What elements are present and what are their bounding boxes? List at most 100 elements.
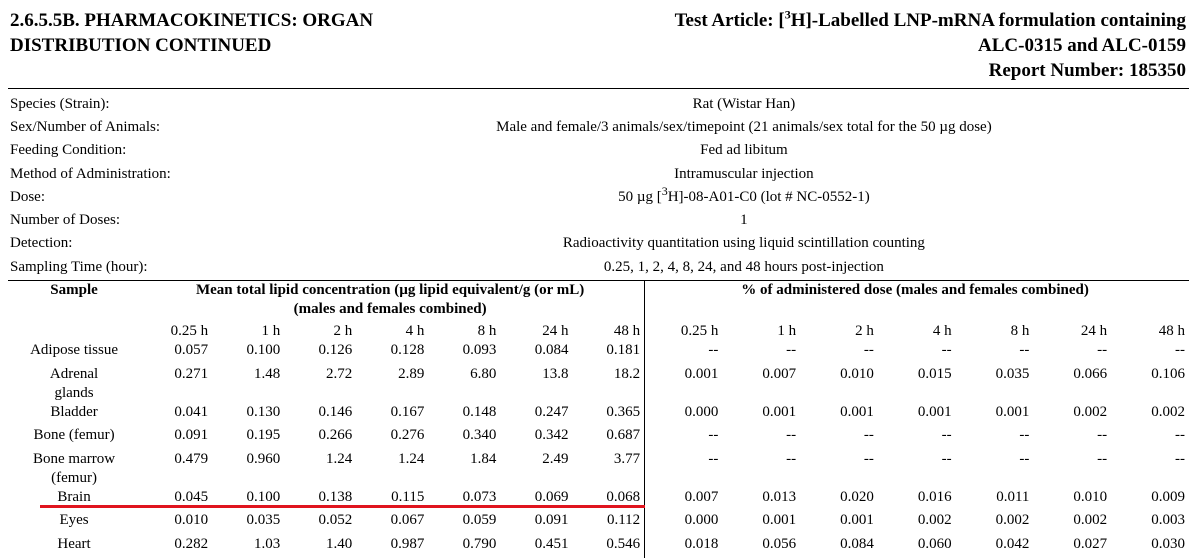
info-label: Dose: <box>10 185 299 208</box>
text: Mean total lipid concentration (µg lipid… <box>140 281 640 300</box>
cell: -- <box>1111 341 1189 365</box>
sample-name: Adipose tissue <box>8 341 140 365</box>
cell: 0.091 <box>500 511 572 535</box>
cell: -- <box>722 426 800 450</box>
time-label: 1 h <box>212 319 284 341</box>
info-value: Rat (Wistar Han) <box>299 92 1189 115</box>
cell: 0.067 <box>356 511 428 535</box>
cell: 0.001 <box>722 511 800 535</box>
info-row: Number of Doses:1 <box>10 208 1189 231</box>
info-label: Method of Administration: <box>10 162 299 185</box>
cell: 0.000 <box>645 403 723 427</box>
cell: 0.084 <box>800 535 878 558</box>
cell: 0.027 <box>1033 535 1111 558</box>
cell: 0.100 <box>212 341 284 365</box>
cell: -- <box>1033 450 1111 488</box>
cell: -- <box>800 426 878 450</box>
cell: 1.84 <box>428 450 500 488</box>
info-value: Intramuscular injection <box>299 162 1189 185</box>
cell: 0.084 <box>500 341 572 365</box>
cell: 0.266 <box>284 426 356 450</box>
cell: -- <box>645 341 723 365</box>
cell: 0.790 <box>428 535 500 558</box>
info-row: Sampling Time (hour):0.25, 1, 2, 4, 8, 2… <box>10 255 1189 278</box>
cell: -- <box>878 450 956 488</box>
data-table: Sample Mean total lipid concentration (µ… <box>8 280 1189 558</box>
info-label: Number of Doses: <box>10 208 299 231</box>
cell: -- <box>878 426 956 450</box>
time-label: 1 h <box>722 319 800 341</box>
cell: 0.007 <box>645 488 723 512</box>
sample-name: Eyes <box>8 511 140 535</box>
cell: 0.146 <box>284 403 356 427</box>
cell: 0.002 <box>1033 403 1111 427</box>
cell: 13.8 <box>500 365 572 403</box>
cell: 2.49 <box>500 450 572 488</box>
info-label: Detection: <box>10 232 299 255</box>
cell: 0.451 <box>500 535 572 558</box>
text: Test Article: [ <box>675 10 785 31</box>
info-row: Feeding Condition:Fed ad libitum <box>10 139 1189 162</box>
cell: 3.77 <box>572 450 644 488</box>
cell: -- <box>1111 450 1189 488</box>
section-line: 2.6.5.5B. PHARMACOKINETICS: ORGAN <box>10 8 373 33</box>
info-row: Detection:Radioactivity quantitation usi… <box>10 232 1189 255</box>
cell: 0.148 <box>428 403 500 427</box>
info-row: Method of Administration:Intramuscular i… <box>10 162 1189 185</box>
time-label: 48 h <box>572 319 644 341</box>
cell: 0.002 <box>956 511 1034 535</box>
text: 50 µg [ <box>618 189 662 205</box>
cell: 0.987 <box>356 535 428 558</box>
cell: 0.057 <box>140 341 212 365</box>
cell: 0.112 <box>572 511 644 535</box>
info-row: Sex/Number of Animals:Male and female/3 … <box>10 115 1189 138</box>
sample-name: Heart <box>8 535 140 558</box>
info-label: Species (Strain): <box>10 92 299 115</box>
cell: 0.002 <box>878 511 956 535</box>
cell: 0.002 <box>1111 403 1189 427</box>
cell: 18.2 <box>572 365 644 403</box>
cell: 0.126 <box>284 341 356 365</box>
cell: 0.365 <box>572 403 644 427</box>
cell: -- <box>1033 341 1111 365</box>
conc-header: Mean total lipid concentration (µg lipid… <box>140 281 645 320</box>
sample-name: Bone marrow (femur) <box>8 450 140 488</box>
cell: -- <box>722 341 800 365</box>
cell: 0.052 <box>284 511 356 535</box>
cell: 0.035 <box>212 511 284 535</box>
cell: -- <box>878 341 956 365</box>
time-label: 4 h <box>878 319 956 341</box>
cell: 0.011 <box>956 488 1034 512</box>
time-label: 24 h <box>500 319 572 341</box>
cell: -- <box>800 341 878 365</box>
cell: 1.24 <box>356 450 428 488</box>
sample-name: Adrenal glands <box>8 365 140 403</box>
cell: 0.000 <box>645 511 723 535</box>
time-label: 0.25 h <box>140 319 212 341</box>
cell: 0.009 <box>1111 488 1189 512</box>
cell: 0.001 <box>878 403 956 427</box>
cell: 0.128 <box>356 341 428 365</box>
cell: -- <box>645 450 723 488</box>
cell: -- <box>1111 426 1189 450</box>
cell: 0.181 <box>572 341 644 365</box>
cell: 0.091 <box>140 426 212 450</box>
time-label: 48 h <box>1111 319 1189 341</box>
cell: 0.010 <box>800 365 878 403</box>
cell: 0.060 <box>878 535 956 558</box>
header-row: Sample Mean total lipid concentration (µ… <box>8 281 1189 320</box>
section-line: DISTRIBUTION CONTINUED <box>10 33 373 58</box>
cell: 0.001 <box>645 365 723 403</box>
cell: 0.010 <box>140 511 212 535</box>
cell: 0.003 <box>1111 511 1189 535</box>
time-label: 4 h <box>356 319 428 341</box>
cell: 0.020 <box>800 488 878 512</box>
cell: 0.001 <box>956 403 1034 427</box>
cell: 2.72 <box>284 365 356 403</box>
cell: 0.546 <box>572 535 644 558</box>
info-value: Fed ad libitum <box>299 139 1189 162</box>
